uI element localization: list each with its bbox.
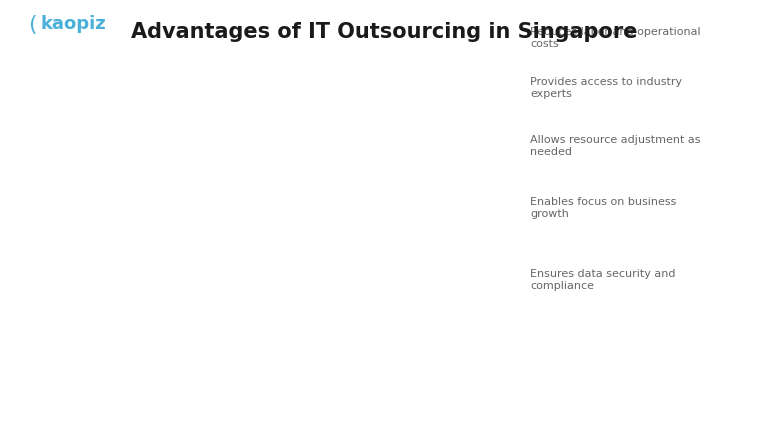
Text: Improved Risk
Management
and Security: Improved Risk Management and Security — [335, 258, 435, 302]
Text: (: ( — [28, 15, 37, 35]
Text: Access to Skilled
Talent: Access to Skilled Talent — [299, 73, 417, 103]
Text: Focus on Core
Competencies: Focus on Core Competencies — [321, 194, 419, 223]
Text: Scalability and
Flexibility: Scalability and Flexibility — [308, 132, 412, 160]
Text: Ensures data security and
compliance: Ensures data security and compliance — [530, 269, 676, 291]
Text: Reduces labor and operational
costs: Reduces labor and operational costs — [530, 27, 700, 49]
Text: Cost Savings: Cost Savings — [313, 31, 403, 44]
Text: Allows resource adjustment as
needed: Allows resource adjustment as needed — [530, 135, 700, 157]
Text: Advantages of IT Outsourcing in Singapore: Advantages of IT Outsourcing in Singapor… — [131, 22, 637, 42]
Text: Enables focus on business
growth: Enables focus on business growth — [530, 197, 677, 219]
Text: Provides access to industry
experts: Provides access to industry experts — [530, 77, 682, 99]
Text: kaopiz: kaopiz — [40, 15, 106, 33]
